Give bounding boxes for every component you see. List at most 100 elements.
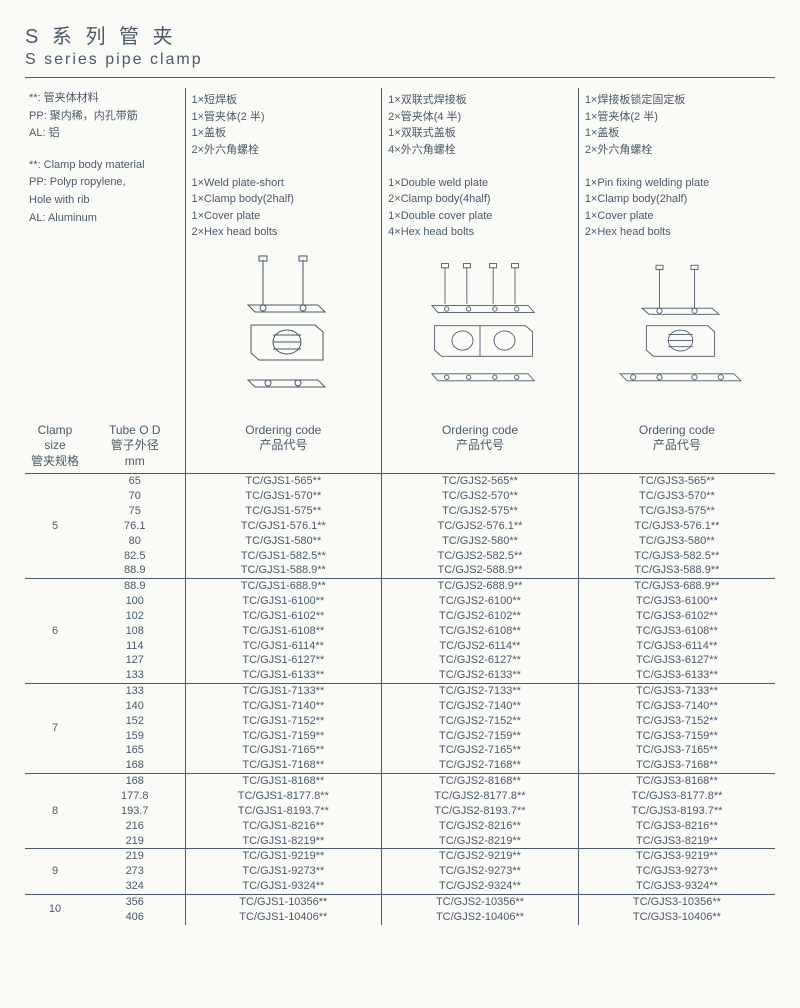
code-cell: TC/GJS2-6133**: [382, 668, 579, 683]
od-cell: 159: [85, 729, 185, 744]
code-cell: TC/GJS2-6114**: [382, 639, 579, 654]
od-cell: 324: [85, 879, 185, 894]
size-cell: 7: [25, 684, 85, 774]
table-row: 152TC/GJS1-7152**TC/GJS2-7152**TC/GJS3-7…: [25, 714, 775, 729]
table-row: 9219TC/GJS1-9219**TC/GJS2-9219**TC/GJS3-…: [25, 849, 775, 864]
code-cell: TC/GJS3-9324**: [578, 879, 775, 894]
code-cell: TC/GJS2-10356**: [382, 894, 579, 909]
table-row: 133TC/GJS1-6133**TC/GJS2-6133**TC/GJS3-6…: [25, 668, 775, 683]
od-cell: 108: [85, 624, 185, 639]
material-cell: **: 管夹体材料 PP: 聚内稀，内孔带筋 AL: 铝 **: Clamp b…: [25, 88, 185, 245]
code-cell: TC/GJS2-9219**: [382, 849, 579, 864]
code-cell: TC/GJS3-10356**: [578, 894, 775, 909]
title-english: S series pipe clamp: [25, 51, 775, 69]
title-chinese: S 系 列 管 夹: [25, 20, 775, 49]
code-cell: TC/GJS3-8193.7**: [578, 804, 775, 819]
table-row: 76.1TC/GJS1-576.1**TC/GJS2-576.1**TC/GJS…: [25, 519, 775, 534]
code-cell: TC/GJS1-6108**: [185, 624, 382, 639]
code-cell: TC/GJS3-6133**: [578, 668, 775, 683]
code-cell: TC/GJS3-8168**: [578, 774, 775, 789]
table-row: 10356TC/GJS1-10356**TC/GJS2-10356**TC/GJ…: [25, 894, 775, 909]
table-row: 216TC/GJS1-8216**TC/GJS2-8216**TC/GJS3-8…: [25, 819, 775, 834]
code-cell: TC/GJS3-582.5**: [578, 549, 775, 564]
size-cell: 8: [25, 774, 85, 849]
od-cell: 356: [85, 894, 185, 909]
code-cell: TC/GJS3-570**: [578, 489, 775, 504]
code-cell: TC/GJS1-588.9**: [185, 563, 382, 578]
code-cell: TC/GJS3-10406**: [578, 910, 775, 925]
table-row: 565TC/GJS1-565**TC/GJS2-565**TC/GJS3-565…: [25, 474, 775, 489]
code-cell: TC/GJS2-9324**: [382, 879, 579, 894]
code-cell: TC/GJS2-9273**: [382, 864, 579, 879]
table-row: 8168TC/GJS1-8168**TC/GJS2-8168**TC/GJS3-…: [25, 774, 775, 789]
code-cell: TC/GJS1-565**: [185, 474, 382, 489]
code-cell: TC/GJS2-7152**: [382, 714, 579, 729]
code-cell: TC/GJS3-6127**: [578, 653, 775, 668]
code-cell: TC/GJS1-7152**: [185, 714, 382, 729]
od-cell: 165: [85, 743, 185, 758]
table-row: 273TC/GJS1-9273**TC/GJS2-9273**TC/GJS3-9…: [25, 864, 775, 879]
od-cell: 140: [85, 699, 185, 714]
code-cell: TC/GJS1-6133**: [185, 668, 382, 683]
code-cell: TC/GJS1-6127**: [185, 653, 382, 668]
col2-components: 1×双联式焊接板 2×管夹体(4 半) 1×双联式盖板 4×外六角螺栓 1×Do…: [382, 88, 579, 245]
table-row: 165TC/GJS1-7165**TC/GJS2-7165**TC/GJS3-7…: [25, 743, 775, 758]
code-cell: TC/GJS3-7168**: [578, 758, 775, 773]
od-cell: 273: [85, 864, 185, 879]
code-cell: TC/GJS3-6108**: [578, 624, 775, 639]
code-cell: TC/GJS2-10406**: [382, 910, 579, 925]
size-cell: 9: [25, 849, 85, 895]
table-row: 688.9TC/GJS1-688.9**TC/GJS2-688.9**TC/GJ…: [25, 579, 775, 594]
code-cell: TC/GJS1-8216**: [185, 819, 382, 834]
material-cn: **: 管夹体材料 PP: 聚内稀，内孔带筋 AL: 铝: [29, 90, 181, 143]
divider-top: [25, 77, 775, 78]
code-cell: TC/GJS1-570**: [185, 489, 382, 504]
od-cell: 114: [85, 639, 185, 654]
code-cell: TC/GJS2-580**: [382, 534, 579, 549]
col1-components: 1×短焊板 1×管夹体(2 半) 1×盖板 2×外六角螺栓 1×Weld pla…: [185, 88, 382, 245]
code-cell: TC/GJS3-7165**: [578, 743, 775, 758]
table-row: 100TC/GJS1-6100**TC/GJS2-6100**TC/GJS3-6…: [25, 594, 775, 609]
code-cell: TC/GJS1-8219**: [185, 834, 382, 849]
table-row: 177.8TC/GJS1-8177.8**TC/GJS2-8177.8**TC/…: [25, 789, 775, 804]
table-row: 193.7TC/GJS1-8193.7**TC/GJS2-8193.7**TC/…: [25, 804, 775, 819]
table-row: 219TC/GJS1-8219**TC/GJS2-8219**TC/GJS3-8…: [25, 834, 775, 849]
code-cell: TC/GJS2-8168**: [382, 774, 579, 789]
code-cell: TC/GJS3-580**: [578, 534, 775, 549]
od-cell: 168: [85, 758, 185, 773]
code-cell: TC/GJS1-7168**: [185, 758, 382, 773]
code-cell: TC/GJS3-7152**: [578, 714, 775, 729]
code-cell: TC/GJS2-8216**: [382, 819, 579, 834]
diagram-1: [185, 245, 382, 419]
table-row: 108TC/GJS1-6108**TC/GJS2-6108**TC/GJS3-6…: [25, 624, 775, 639]
code-cell: TC/GJS2-565**: [382, 474, 579, 489]
code-cell: TC/GJS1-9219**: [185, 849, 382, 864]
diagram-2: [382, 245, 579, 419]
od-cell: 133: [85, 684, 185, 699]
diagram-row: [25, 245, 775, 419]
code-cell: TC/GJS2-7159**: [382, 729, 579, 744]
header-code-2: Ordering code 产品代号: [382, 419, 579, 474]
code-cell: TC/GJS3-588.9**: [578, 563, 775, 578]
code-cell: TC/GJS3-9273**: [578, 864, 775, 879]
table-row: 102TC/GJS1-6102**TC/GJS2-6102**TC/GJS3-6…: [25, 609, 775, 624]
code-cell: TC/GJS1-8168**: [185, 774, 382, 789]
code-cell: TC/GJS1-7159**: [185, 729, 382, 744]
od-cell: 102: [85, 609, 185, 624]
code-cell: TC/GJS1-10406**: [185, 910, 382, 925]
table-row: 324TC/GJS1-9324**TC/GJS2-9324**TC/GJS3-9…: [25, 879, 775, 894]
code-cell: TC/GJS2-576.1**: [382, 519, 579, 534]
code-cell: TC/GJS2-570**: [382, 489, 579, 504]
code-cell: TC/GJS1-8177.8**: [185, 789, 382, 804]
main-table: **: 管夹体材料 PP: 聚内稀，内孔带筋 AL: 铝 **: Clamp b…: [25, 88, 775, 925]
code-cell: TC/GJS3-6100**: [578, 594, 775, 609]
od-cell: 177.8: [85, 789, 185, 804]
code-cell: TC/GJS2-8219**: [382, 834, 579, 849]
size-cell: 10: [25, 894, 85, 924]
code-cell: TC/GJS2-688.9**: [382, 579, 579, 594]
diagram-3: [578, 245, 775, 419]
code-cell: TC/GJS3-688.9**: [578, 579, 775, 594]
od-cell: 88.9: [85, 579, 185, 594]
code-cell: TC/GJS1-7140**: [185, 699, 382, 714]
code-cell: TC/GJS2-8193.7**: [382, 804, 579, 819]
